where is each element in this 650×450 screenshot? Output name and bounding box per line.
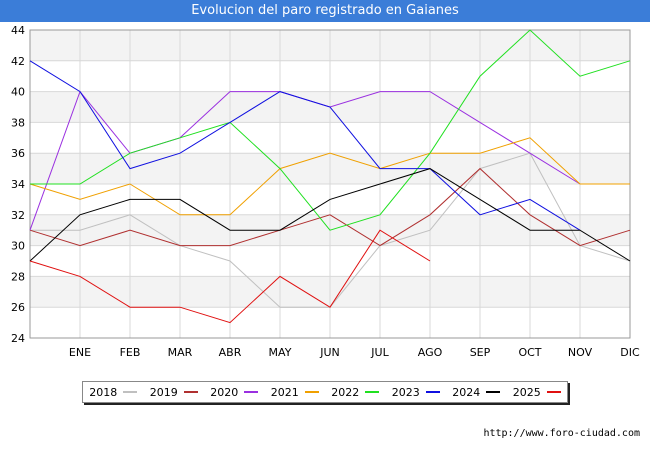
x-tick-label: AGO [418,346,443,359]
chart-legend: 2018 2019 2020 2021 2022 2023 2024 2025 [82,381,568,403]
title-bar [0,0,650,22]
x-tick-label: OCT [518,346,541,359]
y-tick-label: 28 [11,270,25,283]
legend-label: 2018 [89,385,118,399]
legend-label: 2020 [210,385,239,399]
x-tick-label: ABR [219,346,242,359]
legend-label: 2025 [512,385,541,399]
series-line-2021 [29,137,630,216]
y-tick-label: 36 [11,147,25,160]
y-tick-label: 24 [11,332,25,345]
legend-swatch [183,391,198,393]
y-tick-label: 26 [11,301,25,314]
x-tick-label: ENE [69,346,91,359]
legend-item-2022: 2022 [331,385,380,399]
legend-item-2025: 2025 [513,386,561,399]
legend-swatch [304,391,319,393]
series-line-2023 [29,60,581,231]
x-tick-label: JUN [319,346,340,359]
legend-swatch [244,391,259,393]
legend-label: 2024 [452,385,481,399]
legend-swatch [123,391,138,393]
x-tick-label: DIC [620,346,640,359]
legend-item-2023: 2023 [392,386,440,399]
y-tick-label: 40 [11,86,25,99]
legend-swatch [425,391,440,393]
y-tick-label: 34 [11,178,25,191]
series-line-2022 [30,29,631,231]
legend-swatch [486,391,501,393]
series-line-2025 [29,229,431,324]
legend-item-2019: 2019 [150,386,198,399]
legend-item-2018: 2018 [89,385,138,399]
x-tick-label: MAR [168,346,193,359]
y-tick-label: 44 [11,24,25,37]
legend-item-2020: 2020 [210,385,259,399]
source-url: http://www.foro-ciudad.com [483,428,640,439]
x-tick-label: JUL [370,346,389,359]
legend-item-2021: 2021 [271,386,319,399]
x-tick-label: FEB [120,346,141,359]
x-tick-label: MAY [269,346,292,359]
legend-item-2024: 2024 [452,385,501,399]
y-tick-label: 32 [11,209,25,222]
chart-title: Evolucion del paro registrado en Gaianes [191,3,459,18]
x-tick-label: NOV [568,346,593,359]
legend-label: 2022 [331,385,360,399]
x-tick-label: SEP [470,346,491,359]
y-tick-label: 30 [11,240,25,253]
series-line-2024 [29,168,631,262]
series-line-2019 [29,167,631,247]
legend-swatch [546,391,561,393]
legend-label: 2019 [149,385,178,399]
legend-label: 2023 [391,385,420,399]
y-tick-label: 38 [11,116,25,129]
y-tick-label: 42 [11,55,25,68]
legend-swatch [365,391,380,393]
legend-label: 2021 [270,385,299,399]
